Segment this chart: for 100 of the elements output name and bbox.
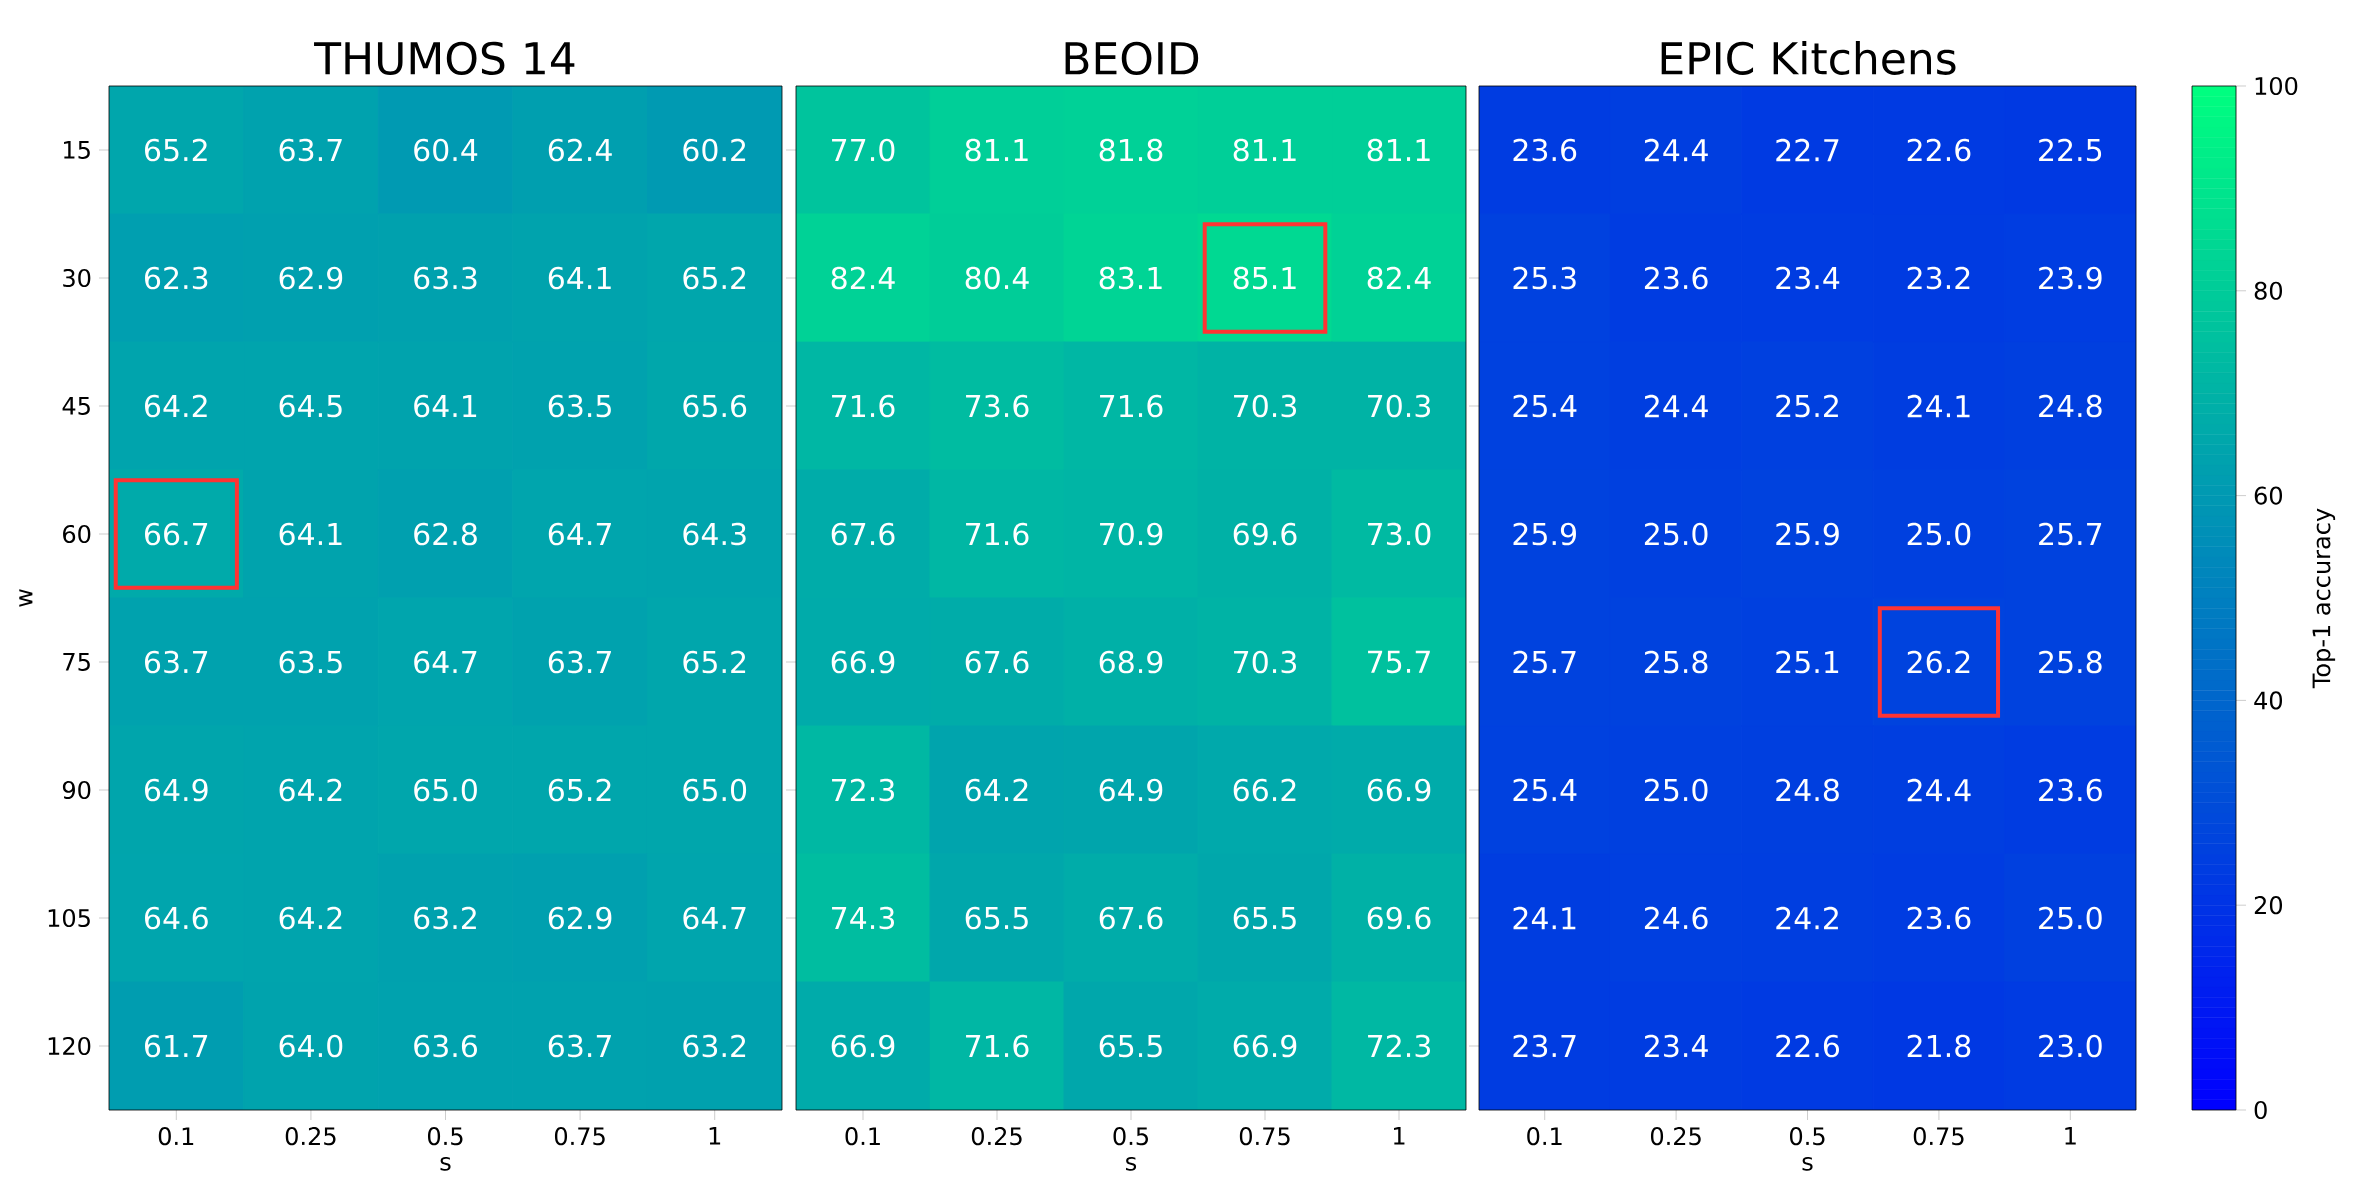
- data-label: 67.6: [965, 650, 1029, 674]
- data-label: 63.5: [548, 394, 611, 418]
- data-label: 63.2: [414, 906, 476, 930]
- color-bar-title: Top-1 accuracy: [2312, 508, 2336, 689]
- data-label: 74.3: [832, 906, 894, 930]
- x-tick-label: 0.75: [554, 1127, 605, 1146]
- data-label: 63.7: [548, 1034, 611, 1058]
- color-bar-label: 60: [2254, 486, 2283, 505]
- data-label: 25.9: [1776, 522, 1839, 546]
- data-label: 70.3: [1368, 394, 1430, 418]
- data-label: 25.0: [1644, 522, 1708, 546]
- y-tick-label: 120: [48, 1036, 91, 1056]
- data-label: 72.3: [832, 778, 894, 802]
- data-label: 23.2: [1907, 266, 1970, 290]
- data-label: 25.4: [1513, 394, 1577, 418]
- data-label: 63.3: [414, 266, 477, 290]
- data-label: 23.4: [1776, 266, 1840, 290]
- data-label: 64.9: [1099, 778, 1163, 802]
- y-tick-label: 60: [63, 524, 91, 544]
- data-label: 62.9: [279, 266, 343, 290]
- data-label: 25.1: [1776, 650, 1839, 674]
- data-label: 62.4: [548, 138, 612, 162]
- data-label: 85.1: [1233, 266, 1296, 290]
- color-bar-label: 80: [2254, 281, 2283, 300]
- data-label: 66.2: [1233, 778, 1296, 802]
- data-label: 71.6: [966, 1034, 1029, 1058]
- data-label: 65.2: [683, 266, 746, 290]
- data-label: 23.6: [1644, 266, 1708, 290]
- data-label: 70.3: [1234, 394, 1296, 418]
- y-axis-title: w: [19, 589, 33, 607]
- y-tick-label: 45: [62, 397, 90, 415]
- x-axis-title: s: [1126, 1156, 1137, 1171]
- x-tick-label: 0.25: [1650, 1127, 1701, 1146]
- data-label: 26.2: [1907, 650, 1970, 674]
- x-tick-label: 0.1: [845, 1127, 880, 1146]
- y-tick-label: 15: [64, 141, 90, 159]
- data-label: 22.7: [1776, 138, 1839, 162]
- data-label: 81.8: [1099, 138, 1163, 162]
- data-label: 64.7: [414, 650, 477, 674]
- data-label: 81.1: [965, 138, 1028, 162]
- data-label: 24.4: [1907, 778, 1971, 802]
- data-label: 25.2: [1776, 394, 1838, 418]
- data-label: 64.1: [548, 266, 611, 290]
- data-label: 65.0: [414, 778, 477, 802]
- data-label: 23.0: [2039, 1034, 2102, 1058]
- x-tick-label: 0.1: [158, 1127, 194, 1146]
- data-label: 25.7: [2039, 522, 2102, 546]
- data-label: 64.6: [145, 906, 208, 930]
- data-label: 66.9: [1367, 778, 1431, 802]
- chart-title: BEOID: [1065, 41, 1199, 75]
- data-label: 75.7: [1368, 650, 1430, 674]
- y-tick-label: 75: [63, 653, 90, 671]
- data-label: 83.1: [1099, 266, 1162, 290]
- x-tick-label: 0.75: [1239, 1127, 1290, 1146]
- data-label: 24.1: [1513, 906, 1576, 930]
- y-tick-label: 105: [48, 908, 90, 928]
- data-label: 24.6: [1644, 906, 1708, 930]
- data-label: 68.9: [1099, 650, 1163, 674]
- x-tick-label: 1: [709, 1127, 721, 1145]
- x-axis-title: s: [440, 1156, 451, 1171]
- x-tick-label: 1: [2065, 1127, 2076, 1145]
- data-label: 64.1: [279, 522, 342, 546]
- data-label: 62.9: [548, 906, 612, 930]
- data-label: 82.4: [1367, 266, 1431, 290]
- data-label: 63.7: [145, 650, 208, 674]
- x-tick-label: 0.5: [1790, 1127, 1825, 1146]
- x-axis-title: s: [1802, 1156, 1813, 1171]
- data-label: 22.6: [1776, 1034, 1840, 1058]
- data-label: 65.0: [683, 778, 747, 802]
- data-label: 66.7: [145, 522, 208, 546]
- data-label: 64.2: [965, 778, 1028, 802]
- data-label: 25.8: [2039, 650, 2102, 674]
- data-label: 23.9: [2039, 266, 2102, 290]
- data-label: 25.0: [1907, 522, 1971, 546]
- data-label: 24.8: [2039, 394, 2102, 418]
- data-label: 65.2: [548, 778, 611, 802]
- data-label: 24.4: [1644, 138, 1708, 162]
- data-label: 81.1: [1233, 138, 1296, 162]
- chart-title: EPIC Kitchens: [1661, 40, 1956, 75]
- x-tick-label: 0.5: [1113, 1127, 1148, 1146]
- color-bar-label: 20: [2254, 896, 2283, 915]
- color-bar-label: 100: [2255, 76, 2298, 96]
- data-label: 67.6: [1099, 906, 1163, 930]
- color-bar-label: 40: [2254, 691, 2283, 710]
- data-label: 64.0: [279, 1034, 343, 1058]
- data-label: 61.7: [145, 1034, 208, 1058]
- data-label: 66.9: [1233, 1034, 1297, 1058]
- data-label: 21.8: [1907, 1034, 1971, 1058]
- data-label: 80.4: [965, 266, 1029, 290]
- data-label: 71.6: [966, 522, 1029, 546]
- data-label: 60.2: [683, 138, 746, 162]
- data-label: 70.3: [1234, 650, 1296, 674]
- data-label: 25.0: [1644, 778, 1708, 802]
- y-tick-label: 90: [62, 780, 91, 800]
- data-label: 24.2: [1776, 906, 1838, 930]
- data-label: 64.2: [279, 778, 342, 802]
- data-label: 63.7: [279, 138, 342, 162]
- data-label: 64.3: [683, 522, 746, 546]
- data-label: 24.4: [1644, 394, 1708, 418]
- y-tick-label: 30: [63, 268, 91, 288]
